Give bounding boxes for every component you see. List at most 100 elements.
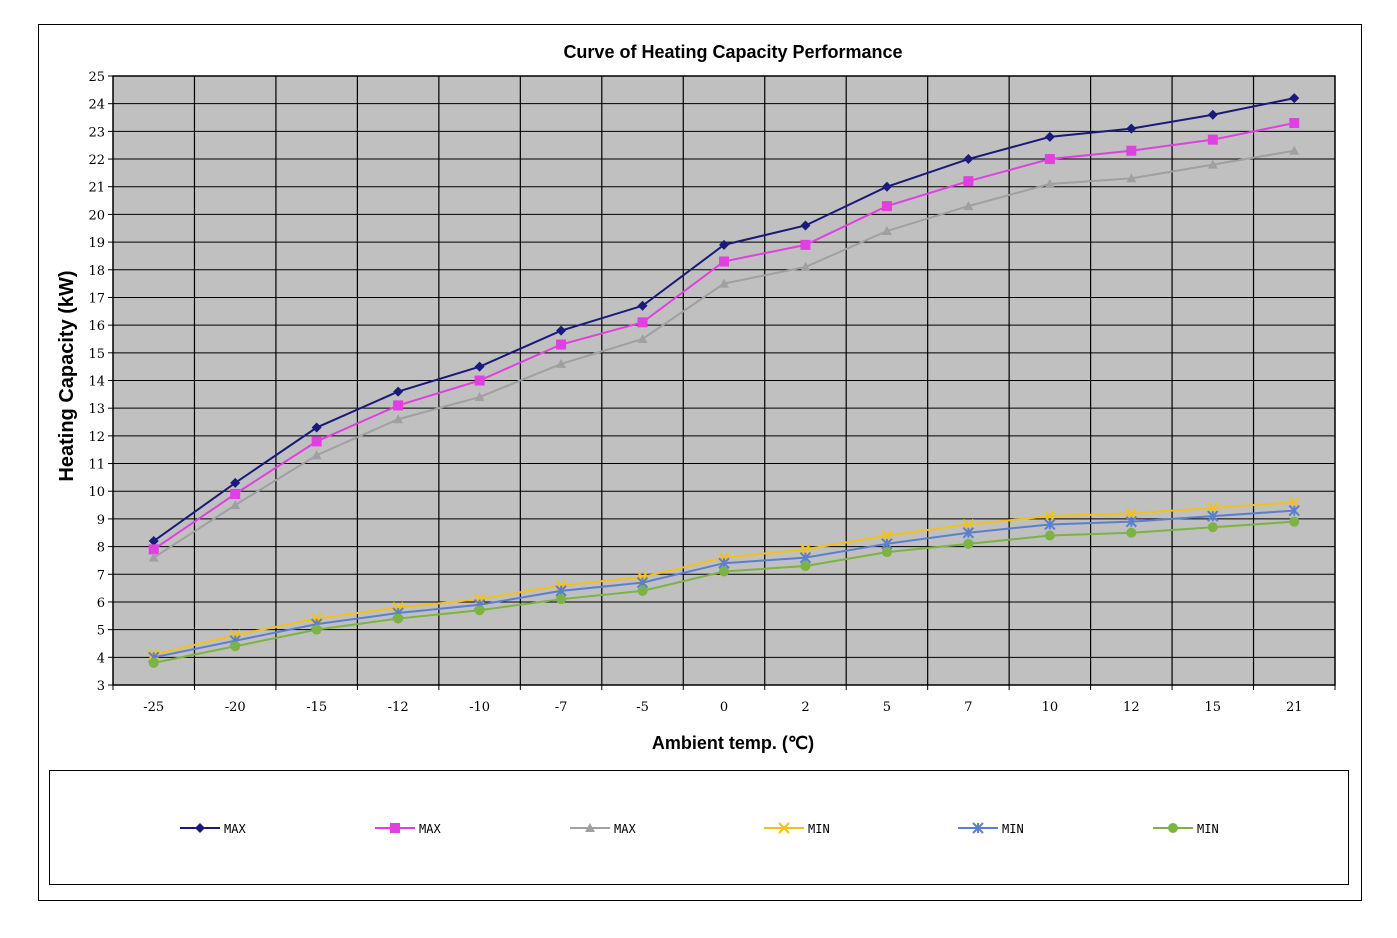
data-point: [881, 547, 892, 558]
data-point: [963, 176, 974, 187]
y-tick-label: 23: [88, 125, 105, 140]
data-point: [230, 477, 241, 488]
data-point: [637, 333, 648, 343]
data-point: [1126, 527, 1137, 538]
data-point: [556, 339, 567, 350]
data-point: [881, 226, 892, 236]
y-tick-label: 24: [88, 98, 105, 113]
data-point: [1207, 502, 1219, 514]
legend-marker: [972, 822, 984, 834]
data-point: [799, 543, 812, 556]
data-point: [962, 527, 975, 539]
data-point: [474, 392, 485, 402]
y-tick-label: 5: [97, 624, 105, 639]
data-point: [148, 544, 159, 555]
legend-label: MAX: [614, 822, 636, 836]
marker-stroke: [881, 529, 893, 542]
data-point: [1044, 518, 1056, 531]
x-tick-label: 12: [1123, 700, 1140, 715]
data-point: [719, 256, 729, 267]
x-tick-label: 2: [801, 700, 809, 715]
marker-stroke: [1207, 502, 1219, 514]
data-point: [963, 538, 974, 549]
data-point: [800, 239, 811, 250]
data-point: [881, 529, 893, 542]
x-tick-label: 7: [964, 700, 972, 715]
x-tick-label: 0: [720, 700, 728, 715]
x-tick-label: -5: [636, 700, 649, 715]
data-point: [393, 386, 404, 397]
data-point: [311, 422, 322, 433]
data-point: [556, 594, 567, 605]
marker-stroke: [1288, 496, 1300, 509]
data-point: [963, 154, 974, 165]
data-point: [311, 436, 322, 447]
data-point: [393, 414, 404, 424]
data-point: [719, 278, 729, 288]
y-tick-label: 25: [88, 70, 105, 85]
data-point: [1126, 123, 1137, 134]
x-tick-label: -7: [555, 700, 568, 715]
data-point: [1044, 178, 1055, 188]
data-point: [1288, 504, 1300, 517]
y-tick-label: 15: [88, 347, 105, 362]
legend-marker: [390, 823, 400, 833]
x-tick-label: -25: [143, 700, 164, 715]
y-tick-label: 4: [97, 651, 105, 666]
data-point: [230, 488, 241, 499]
data-point: [963, 201, 974, 211]
legend-box: [49, 770, 1349, 885]
legend-marker: [585, 823, 595, 832]
plot-border: [112, 75, 1336, 686]
legend-label: MIN: [1197, 822, 1219, 836]
data-point: [1126, 145, 1137, 156]
y-tick-label: 16: [88, 319, 105, 334]
data-point: [1207, 522, 1218, 533]
y-tick-label: 9: [97, 513, 105, 528]
x-tick-label: -15: [306, 700, 327, 715]
marker-stroke: [962, 518, 975, 531]
legend-marker: [778, 822, 790, 834]
data-point: [637, 317, 648, 328]
data-point: [556, 358, 567, 368]
y-tick-label: 17: [88, 291, 105, 306]
data-point: [962, 518, 975, 531]
data-point: [1044, 510, 1056, 522]
x-tick-label: 21: [1286, 700, 1303, 715]
y-tick-label: 20: [88, 208, 105, 223]
data-point: [474, 361, 485, 372]
y-tick-label: 12: [88, 430, 105, 445]
chart-title: Curve of Heating Capacity Performance: [563, 42, 902, 62]
data-point: [230, 500, 241, 510]
data-point: [800, 560, 811, 571]
y-tick-label: 19: [88, 236, 105, 251]
data-point: [230, 641, 241, 652]
data-point: [637, 300, 648, 311]
data-point: [556, 325, 567, 336]
x-tick-label: 5: [883, 700, 891, 715]
y-tick-label: 21: [88, 181, 105, 196]
data-point: [1289, 93, 1300, 104]
marker-stroke: [778, 822, 790, 834]
data-point: [148, 536, 159, 547]
data-point: [800, 220, 811, 231]
data-point: [393, 613, 404, 624]
x-tick-label: -12: [388, 700, 409, 715]
marker-stroke: [1044, 510, 1056, 522]
x-tick-label: 10: [1042, 700, 1059, 715]
data-point: [1288, 496, 1300, 509]
data-point: [1207, 109, 1218, 120]
legend-label: MIN: [1002, 822, 1024, 836]
y-tick-label: 11: [88, 458, 105, 473]
x-axis-label: Ambient temp. (℃): [652, 733, 814, 753]
data-point: [311, 450, 322, 460]
legend-label: MAX: [419, 822, 441, 836]
data-point: [1044, 131, 1055, 142]
data-point: [148, 657, 159, 668]
y-tick-label: 13: [88, 402, 105, 417]
data-point: [393, 400, 404, 411]
y-tick-label: 7: [97, 568, 105, 583]
data-point: [474, 605, 485, 616]
data-point: [1044, 530, 1055, 541]
data-point: [719, 566, 729, 577]
